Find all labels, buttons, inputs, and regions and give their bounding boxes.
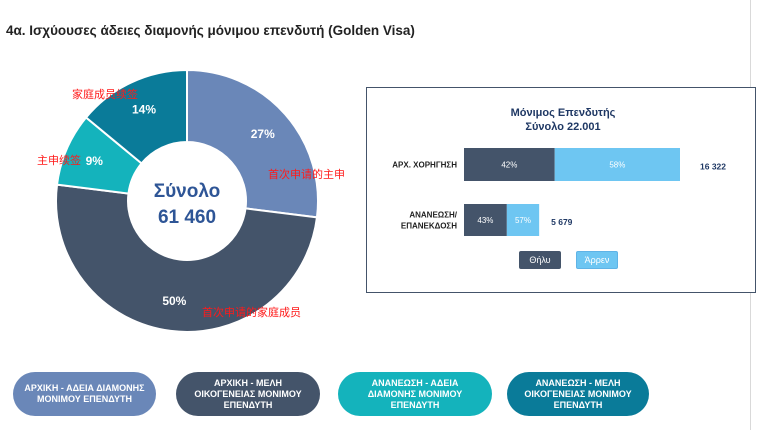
annotation-main-initial: 首次申请的主申 [268,167,345,181]
legend-renewal-family: ΑΝΑΝΕΩΣΗ - ΜΕΛΗ ΟΙΚΟΓΕΝΕΙΑΣ ΜΟΝΙΜΟΥ ΕΠΕΝ… [507,372,649,416]
legend-female: Θήλυ [519,251,561,269]
donut-hole [129,143,245,259]
annotation-main-renewal: 主申续签 [37,153,81,167]
bar-segment [464,204,507,236]
bar-segment-label: 57% [515,216,531,225]
bar-chart-title: Μόνιμος Επενδυτής [511,107,616,119]
legend-male: Άρρεν [576,251,618,269]
bar-segment [506,204,540,236]
stacked-bar-chart: Μόνιμος Επενδυτής Σύνολο 22.001 ΑΡΧ. ΧΟΡ… [392,107,726,236]
bar-segment-label: 42% [501,161,517,170]
bar-segment-label: 43% [477,216,493,225]
bar-category-label: ΕΠΑΝΕΚΔΟΣΗ [401,222,457,231]
slice-value-label: 50% [162,294,186,308]
legend-renewal-investor: ΑΝΑΝΕΩΣΗ - ΑΔΕΙΑ ΔΙΑΜΟΝΗΣ ΜΟΝΙΜΟΥ ΕΠΕΝΔΥ… [338,372,492,416]
bar-segment [464,148,555,181]
donut-center-value: 61 460 [158,207,216,228]
donut-slice [84,68,188,165]
donut-slice [186,68,319,219]
bar-category-label: ΑΡΧ. ΧΟΡΗΓΗΣΗ [392,161,457,170]
investor-bar-panel: Μόνιμος Επενδυτής Σύνολο 22.001 ΑΡΧ. ΧΟΡ… [366,87,756,293]
bar-category-label: ΑΝΑΝΕΩΣΗ/ [409,211,457,220]
slice-value-label: 27% [251,127,275,141]
donut-chart: 家庭成员续签 主申续签 首次申请的主申 首次申请的家庭成员 27% 50% 9% 14… [37,68,345,333]
annotation-family-renewal: 家庭成员续签 [72,87,138,101]
bar-total-label: 5 679 [551,217,573,227]
bar-total-label: 16 322 [700,162,726,172]
bar-segment [554,148,680,181]
bar-chart-subtitle: Σύνολο 22.001 [525,121,600,133]
donut-center-label: Σύνολο [154,181,221,202]
bar-segment-label: 58% [609,161,625,170]
slice-value-label: 14% [132,103,156,117]
annotation-family-initial: 首次申请的家庭成员 [202,305,301,319]
slice-value-label: 9% [86,154,104,168]
donut-slice [55,183,319,333]
page-title: 4α. Ισχύουσες άδειες διαμονής μόνιμου επ… [6,23,415,38]
legend-initial-investor: ΑΡΧΙΚΗ - ΑΔΕΙΑ ΔΙΑΜΟΝΗΣ ΜΟΝΙΜΟΥ ΕΠΕΝΔΥΤΗ [13,372,156,416]
legend-initial-family: ΑΡΧΙΚΗ - ΜΕΛΗ ΟΙΚΟΓΕΝΕΙΑΣ ΜΟΝΙΜΟΥ ΕΠΕΝΔΥ… [176,372,320,416]
